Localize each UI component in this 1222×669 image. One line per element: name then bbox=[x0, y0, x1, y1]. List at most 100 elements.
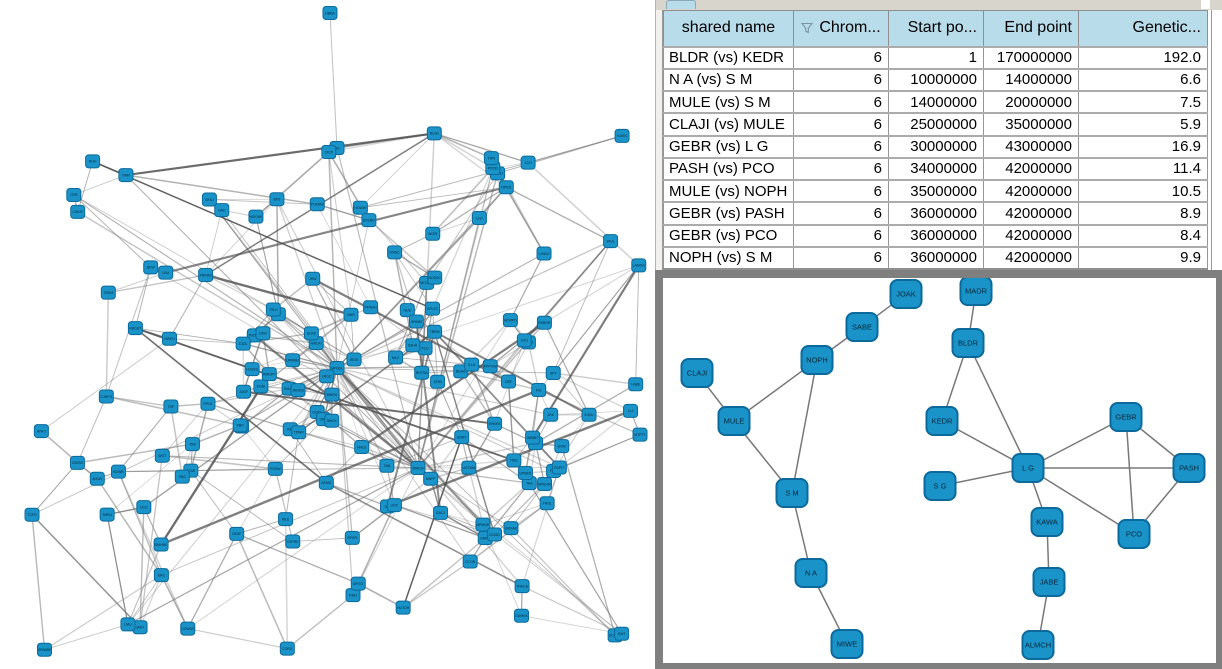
overview-node[interactable]: BJHA bbox=[405, 338, 421, 353]
overview-node[interactable]: LLJ bbox=[623, 403, 639, 418]
overview-node[interactable]: AEMG bbox=[318, 475, 334, 490]
column-header-start-po[interactable]: Start po... bbox=[888, 10, 984, 47]
overview-node[interactable]: IROS bbox=[346, 352, 362, 367]
overview-node[interactable]: DNNC bbox=[387, 245, 403, 260]
overview-node[interactable]: RHTSA bbox=[414, 365, 430, 380]
overview-node[interactable]: HFWPD bbox=[502, 313, 518, 328]
overview-node[interactable]: LCH bbox=[520, 155, 536, 170]
overview-node[interactable]: HOWIH bbox=[352, 200, 368, 215]
node-joak[interactable]: JOAK bbox=[889, 279, 923, 309]
overview-node[interactable]: IRUL bbox=[603, 234, 619, 249]
overview-node[interactable]: TKID bbox=[506, 453, 522, 468]
cell-shared-name[interactable]: NOPH (vs) S M bbox=[663, 245, 794, 271]
overview-node[interactable]: BPEHM bbox=[537, 476, 553, 491]
node-kawa[interactable]: KAWA bbox=[1030, 507, 1064, 537]
overview-node[interactable]: TPWR bbox=[291, 425, 307, 440]
overview-node[interactable]: LRGC bbox=[319, 369, 335, 384]
overview-node[interactable]: HHLE bbox=[354, 440, 370, 455]
overview-node[interactable]: WGT bbox=[154, 448, 170, 463]
overview-node[interactable]: TAB bbox=[379, 458, 395, 473]
cell-genetic[interactable]: 8.4 bbox=[1078, 223, 1208, 248]
overview-node[interactable]: ANFJ bbox=[33, 424, 49, 439]
overview-node[interactable]: NWFU bbox=[161, 331, 177, 346]
cell-start-po[interactable]: 36000000 bbox=[888, 201, 984, 226]
overview-node[interactable]: RDH bbox=[345, 588, 361, 603]
node-n-a[interactable]: N A bbox=[794, 558, 828, 588]
cell-chrom[interactable]: 6 bbox=[793, 245, 889, 271]
overview-node[interactable]: TRN bbox=[483, 151, 499, 166]
cell-chrom[interactable]: 6 bbox=[793, 45, 889, 70]
node-claji[interactable]: CLAJI bbox=[680, 358, 714, 388]
table-row[interactable]: PASH (vs) PCO 6 34000000 42000000 11.4 bbox=[663, 156, 1208, 181]
overview-node[interactable]: NPDS bbox=[498, 180, 514, 195]
overview-node[interactable]: NNS bbox=[343, 307, 359, 322]
overview-node[interactable]: LMU bbox=[120, 617, 136, 632]
table-row[interactable]: N A (vs) S M 6 10000000 14000000 6.6 bbox=[663, 67, 1208, 92]
overview-node[interactable]: CICP bbox=[321, 144, 337, 159]
table-row[interactable]: GEBR (vs) L G 6 30000000 43000000 16.9 bbox=[663, 134, 1208, 159]
overview-node[interactable]: UMMMJ bbox=[285, 353, 301, 368]
table-row[interactable]: NOPH (vs) S M 6 36000000 42000000 9.9 bbox=[663, 245, 1208, 271]
overview-node[interactable]: GACJ bbox=[433, 505, 449, 520]
overview-node[interactable]: KAKN bbox=[614, 128, 630, 143]
overview-node[interactable]: PAO bbox=[174, 469, 190, 484]
overview-node[interactable]: HBBA bbox=[322, 6, 338, 20]
node-pco[interactable]: PCO bbox=[1117, 519, 1151, 549]
overview-node[interactable]: NSKWK bbox=[248, 209, 264, 224]
cell-genetic[interactable]: 5.9 bbox=[1078, 112, 1208, 137]
cell-end-point[interactable]: 170000000 bbox=[983, 45, 1079, 70]
cell-start-po[interactable]: 10000000 bbox=[888, 67, 984, 92]
cell-end-point[interactable]: 43000000 bbox=[983, 134, 1079, 159]
cell-end-point[interactable]: 42000000 bbox=[983, 201, 1079, 226]
detail-network-canvas[interactable]: JOAK MADR SABE BLDR NOPH CLAJI GEBR MULE KEDR L G… bbox=[663, 278, 1216, 663]
overview-node[interactable]: FNSL bbox=[539, 496, 555, 511]
node-bldr[interactable]: BLDR bbox=[951, 328, 985, 358]
overview-node[interactable]: UCD bbox=[136, 500, 152, 515]
cell-shared-name[interactable]: MULE (vs) NOPH bbox=[663, 178, 794, 203]
node-noph[interactable]: NOPH bbox=[800, 345, 834, 375]
cell-shared-name[interactable]: CLAJI (vs) MULE bbox=[663, 112, 794, 137]
table-scrollbar-gutter[interactable] bbox=[1208, 10, 1222, 270]
table-row[interactable]: MULE (vs) NOPH 6 35000000 42000000 10.5 bbox=[663, 178, 1208, 203]
column-header-genetic[interactable]: Genetic... bbox=[1078, 10, 1208, 47]
node-s-m[interactable]: S M bbox=[775, 478, 809, 508]
node-sabe[interactable]: SABE bbox=[845, 312, 879, 342]
overview-node[interactable]: FPPOW bbox=[482, 359, 498, 374]
cell-start-po[interactable]: 35000000 bbox=[888, 178, 984, 203]
cell-shared-name[interactable]: BLDR (vs) KEDR bbox=[663, 45, 794, 70]
overview-node[interactable]: BUJH bbox=[426, 126, 442, 141]
node-kedr[interactable]: KEDR bbox=[925, 406, 959, 436]
overview-node[interactable]: SWT bbox=[614, 626, 630, 641]
overview-node[interactable]: TNDCE bbox=[514, 579, 530, 594]
node-gebr[interactable]: GEBR bbox=[1109, 402, 1143, 432]
overview-node[interactable]: CJHFG bbox=[98, 389, 114, 404]
cell-chrom[interactable]: 6 bbox=[793, 134, 889, 159]
cell-start-po[interactable]: 36000000 bbox=[888, 245, 984, 271]
overview-node[interactable]: PUERW bbox=[309, 197, 325, 212]
node-jabe[interactable]: JABE bbox=[1032, 567, 1066, 597]
cell-end-point[interactable]: 42000000 bbox=[983, 245, 1079, 271]
cell-shared-name[interactable]: PASH (vs) PCO bbox=[663, 156, 794, 181]
cell-genetic[interactable]: 16.9 bbox=[1078, 134, 1208, 159]
overview-node[interactable]: MMCN bbox=[410, 461, 426, 475]
overview-node[interactable]: UPBKK bbox=[517, 466, 533, 481]
overview-node[interactable]: SLKB bbox=[303, 326, 319, 341]
overview-node[interactable]: GRMWE bbox=[36, 642, 52, 657]
cell-end-point[interactable]: 42000000 bbox=[983, 178, 1079, 203]
overview-node[interactable]: NPMOE bbox=[475, 517, 491, 532]
overview-node[interactable]: GKKJ bbox=[201, 192, 217, 207]
overview-node[interactable]: ODISD bbox=[69, 455, 85, 470]
overview-node[interactable]: DBF bbox=[501, 374, 517, 389]
overview-node[interactable]: LAMSG bbox=[631, 258, 647, 273]
cell-chrom[interactable]: 6 bbox=[793, 89, 889, 114]
node-miwe[interactable]: MIWE bbox=[830, 629, 864, 659]
overview-node[interactable]: RMHML bbox=[153, 537, 169, 552]
overview-node[interactable]: TBRM bbox=[100, 285, 116, 300]
overview-node[interactable]: MTPTT bbox=[632, 427, 648, 442]
overview-node[interactable]: UMSAE bbox=[503, 521, 519, 536]
overview-node[interactable]: PFWJH bbox=[363, 300, 379, 315]
cell-genetic[interactable]: 7.5 bbox=[1078, 89, 1208, 114]
overview-node[interactable]: DKH bbox=[255, 326, 271, 341]
overview-node[interactable]: OKSF bbox=[229, 526, 245, 541]
cell-end-point[interactable]: 42000000 bbox=[983, 156, 1079, 181]
